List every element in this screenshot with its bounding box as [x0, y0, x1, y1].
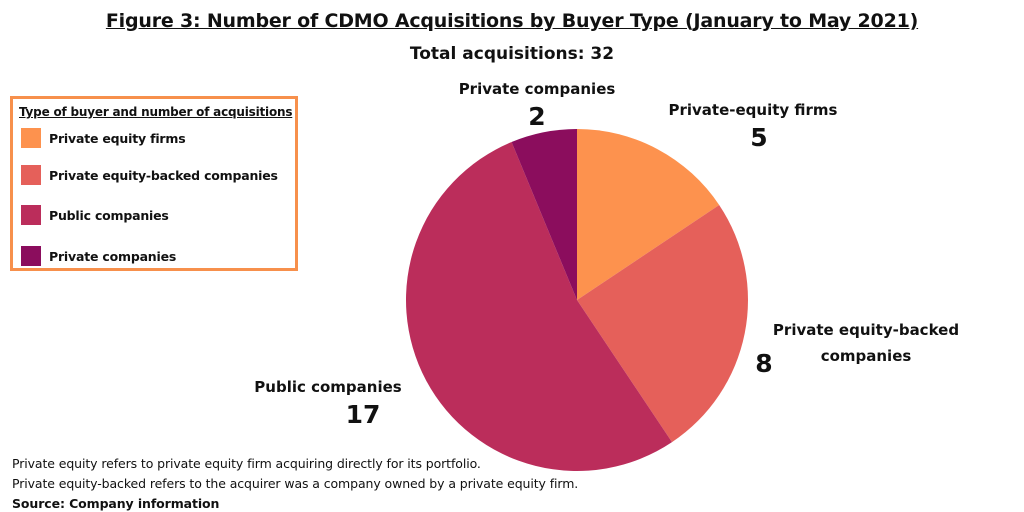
legend-label: Private equity-backed companies	[49, 167, 278, 183]
legend-swatch	[21, 128, 41, 148]
slice-label-value: 5	[750, 123, 768, 152]
slice-private-equity-backed-companies	[577, 204, 748, 443]
slice-label-value: 17	[345, 400, 381, 429]
legend-swatch	[21, 165, 41, 185]
slice-value-private-equity-backed-companies: 8	[744, 349, 784, 379]
slice-label-value: 8	[755, 349, 773, 378]
legend-item-private-equity-backed-companies: Private equity-backed companies	[21, 164, 278, 186]
chart-title: Figure 3: Number of CDMO Acquisitions by…	[105, 10, 919, 32]
legend-swatch	[21, 205, 41, 225]
slice-private-companies	[511, 129, 577, 300]
legend: Type of buyer and number of acquisitions…	[10, 96, 298, 271]
slice-label-private-companies: Private companies 2	[452, 76, 622, 132]
chart-subtitle: Total acquisitions: 32	[409, 44, 615, 64]
slice-private-equity-firms	[577, 129, 720, 300]
slice-public-companies	[406, 142, 673, 471]
footnote-private-equity-backed: Private equity-backed refers to the acqu…	[12, 476, 579, 491]
legend-label: Private companies	[49, 248, 177, 264]
legend-item-private-equity-firms: Private equity firms	[21, 127, 186, 149]
footnote-private-equity: Private equity refers to private equity …	[12, 456, 481, 471]
slice-label-value: 2	[528, 102, 546, 131]
legend-item-public-companies: Public companies	[21, 204, 169, 226]
slice-label-public-companies: Public companies 17	[246, 374, 410, 430]
legend-title: Type of buyer and number of acquisitions	[19, 105, 293, 119]
source-note: Source: Company information	[12, 496, 220, 511]
slice-label-name: Private equity-backed companies	[772, 321, 960, 365]
slice-label-name: Private-equity firms	[668, 101, 838, 119]
legend-label: Private equity firms	[49, 130, 186, 146]
slice-label-name: Public companies	[254, 378, 402, 396]
slice-label-name: Private companies	[458, 80, 616, 98]
legend-swatch	[21, 246, 41, 266]
legend-item-private-companies: Private companies	[21, 245, 176, 267]
slice-label-private-equity-firms: Private-equity firms 5	[660, 97, 846, 153]
legend-label: Public companies	[49, 207, 169, 223]
slice-label-private-equity-backed-companies: Private equity-backed companies	[768, 317, 964, 369]
